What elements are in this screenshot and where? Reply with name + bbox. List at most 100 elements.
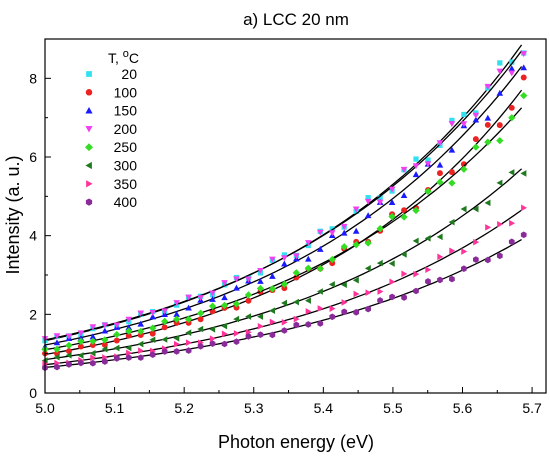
data-point [377, 288, 384, 295]
fit-line [44, 168, 523, 361]
data-point [425, 266, 432, 274]
data-point [161, 336, 168, 343]
data-point [364, 198, 372, 205]
x-tick-label: 5.2 [174, 400, 194, 416]
y-axis-label: Intensity (a. u.) [3, 155, 23, 274]
fit-line [44, 66, 523, 346]
data-point [341, 299, 348, 306]
data-point [497, 220, 504, 228]
data-point [125, 332, 132, 339]
data-point [280, 280, 288, 288]
data-point [269, 272, 276, 279]
data-point [101, 341, 108, 348]
data-point [461, 265, 467, 272]
data-point [449, 275, 455, 283]
data-point [448, 218, 455, 226]
data-point [497, 60, 503, 66]
data-point [388, 199, 396, 205]
legend-label: 20 [121, 66, 137, 82]
data-point [101, 327, 109, 334]
data-point [233, 330, 240, 337]
data-point [269, 331, 276, 339]
data-point [293, 253, 300, 260]
data-point [460, 205, 467, 213]
data-point [461, 248, 468, 255]
data-point [425, 157, 431, 163]
data-point [293, 321, 300, 329]
data-point [209, 340, 216, 347]
data-point [436, 161, 444, 168]
data-point [197, 295, 204, 302]
data-point [365, 305, 372, 313]
series-250 [41, 92, 528, 354]
data-point [436, 233, 443, 241]
data-point [281, 299, 288, 307]
data-point [484, 199, 491, 207]
data-point [413, 156, 419, 162]
data-point [520, 64, 528, 71]
data-point [509, 219, 516, 227]
data-point [316, 229, 324, 236]
data-point [472, 143, 480, 151]
data-point [125, 324, 133, 331]
data-point [185, 304, 192, 311]
data-point [149, 351, 156, 358]
chart-title: a) LCC 20 nm [243, 10, 349, 29]
data-point [113, 337, 120, 344]
data-point [473, 256, 479, 263]
data-point [256, 284, 265, 293]
data-point [461, 111, 467, 118]
data-point [305, 240, 312, 247]
data-point [173, 315, 181, 323]
x-tick-label: 5.0 [35, 400, 55, 416]
data-point [508, 70, 516, 77]
data-point [352, 206, 360, 213]
data-point [137, 310, 145, 317]
data-point [352, 227, 360, 234]
data-point [269, 318, 276, 326]
data-point [281, 255, 288, 262]
series-300 [41, 168, 527, 364]
data-point [412, 237, 419, 245]
data-point [208, 302, 217, 310]
data-point [364, 265, 371, 272]
data-point [328, 281, 335, 288]
data-point [161, 348, 168, 355]
data-point [269, 256, 276, 263]
data-point [89, 324, 97, 331]
data-point [221, 294, 228, 301]
data-point [484, 121, 491, 128]
data-point [65, 333, 73, 340]
data-point [233, 338, 240, 345]
data-point [257, 267, 264, 274]
data-point [508, 114, 516, 122]
data-point [376, 199, 384, 206]
data-point [221, 280, 228, 287]
data-point [389, 293, 395, 301]
data-point [472, 205, 479, 213]
legend-marker [85, 161, 92, 170]
x-tick-label: 5.6 [453, 400, 473, 416]
data-point [149, 330, 156, 337]
y-tick-label: 6 [29, 149, 37, 165]
data-point [221, 330, 228, 338]
data-point [436, 178, 444, 186]
data-point [292, 269, 300, 277]
data-point [449, 247, 456, 255]
data-point [101, 345, 108, 353]
data-point [520, 231, 527, 239]
data-point [125, 354, 132, 361]
data-point [293, 315, 300, 323]
data-point [89, 349, 96, 357]
series-400 [42, 231, 527, 372]
data-point [340, 223, 348, 230]
series-200 [41, 50, 528, 343]
series-150 [41, 64, 528, 350]
data-point [66, 361, 72, 368]
legend-marker [85, 143, 93, 152]
data-point [161, 324, 168, 331]
data-point [460, 161, 467, 168]
data-point [174, 340, 180, 348]
data-point [496, 252, 503, 260]
data-point [196, 309, 205, 317]
